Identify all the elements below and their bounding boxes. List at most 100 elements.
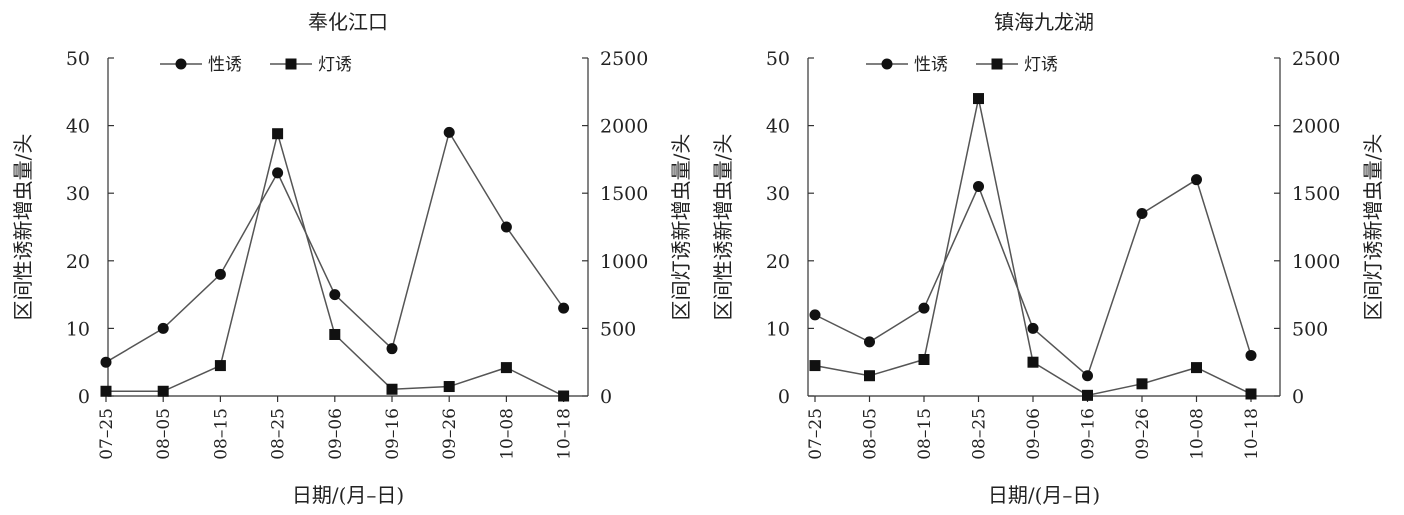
x-tick-label: 08–05 — [154, 408, 174, 460]
chart-title: 奉化江口 — [308, 10, 388, 34]
x-tick-label: 08–05 — [861, 408, 881, 460]
data-point-square — [973, 93, 984, 105]
data-point-circle — [443, 126, 455, 138]
right-tick-label: 500 — [600, 318, 636, 340]
data-point-circle — [973, 180, 984, 192]
left-tick-label: 10 — [766, 318, 790, 340]
x-tick-label: 10–18 — [1242, 408, 1262, 460]
data-point-circle — [386, 343, 398, 355]
right-tick-label: 1000 — [1292, 251, 1340, 273]
right-y-axis-label: 区间灯诱新增虫量/头 — [669, 134, 693, 321]
right-tick-label: 0 — [600, 386, 612, 408]
x-tick-label: 08–15 — [211, 408, 231, 460]
data-point-square — [443, 381, 455, 393]
x-tick-label: 08–25 — [269, 408, 289, 460]
x-tick-label: 07–25 — [806, 408, 826, 460]
right-tick-label: 500 — [1292, 318, 1328, 340]
left-tick-label: 20 — [66, 251, 90, 273]
right-tick-label: 0 — [1292, 386, 1304, 408]
x-tick-label: 08–15 — [915, 408, 935, 460]
right-tick-label: 1000 — [600, 251, 648, 273]
data-point-square — [272, 128, 284, 140]
series-line-light — [814, 98, 1252, 397]
x-tick-label: 09–16 — [1079, 408, 1099, 460]
data-point-square — [157, 385, 169, 397]
data-point-circle — [329, 289, 341, 301]
right-tick-label: 2500 — [1292, 48, 1340, 70]
data-point-circle — [157, 322, 169, 334]
x-tick-label: 09–26 — [440, 408, 460, 460]
left-tick-label: 50 — [766, 48, 790, 70]
left-tick-label: 30 — [766, 183, 790, 205]
data-point-circle — [809, 309, 821, 321]
data-point-circle — [100, 356, 112, 368]
right-tick-label: 2500 — [600, 48, 648, 70]
x-tick-label: 07–25 — [97, 408, 117, 460]
data-point-circle — [864, 336, 875, 348]
chart-title: 镇海九龙湖 — [994, 10, 1094, 34]
legend-marker-circle — [175, 58, 187, 70]
data-point-circle — [1027, 322, 1039, 334]
left-y-axis-label: 区间性诱新增虫量/头 — [711, 134, 735, 321]
data-point-square — [1136, 378, 1148, 390]
legend-label: 灯诱 — [318, 55, 352, 75]
left-tick-label: 20 — [766, 251, 790, 273]
x-tick-label: 10–08 — [497, 408, 517, 460]
left-tick-label: 30 — [66, 183, 90, 205]
x-tick-label: 09–16 — [383, 408, 403, 460]
data-point-square — [918, 353, 930, 365]
data-point-circle — [1245, 349, 1257, 361]
legend-marker-circle — [881, 58, 893, 70]
x-axis-label: 日期/(月–日) — [988, 483, 1100, 507]
data-point-square — [1082, 389, 1093, 401]
left-y-axis-label: 区间性诱新增虫量/头 — [11, 134, 35, 321]
x-tick-label: 10–08 — [1188, 408, 1208, 460]
x-tick-label: 09–26 — [1133, 408, 1153, 460]
data-point-square — [214, 360, 226, 372]
x-axis-label: 日期/(月–日) — [292, 483, 404, 507]
data-point-square — [558, 390, 570, 402]
left-tick-label: 0 — [78, 386, 90, 408]
data-point-square — [500, 362, 512, 374]
x-tick-label: 08–25 — [970, 408, 990, 460]
data-point-circle — [558, 302, 570, 314]
legend-label: 性诱 — [914, 55, 948, 75]
right-tick-label: 2000 — [600, 116, 648, 138]
x-tick-label: 10–18 — [555, 408, 575, 460]
legend-label: 性诱 — [208, 55, 242, 75]
x-tick-label: 09–06 — [326, 408, 346, 460]
left-tick-label: 40 — [766, 116, 790, 138]
x-tick-label: 09–06 — [1024, 408, 1044, 460]
data-point-square — [864, 370, 875, 382]
data-point-square — [1191, 362, 1202, 374]
data-point-circle — [1191, 174, 1202, 186]
data-point-square — [386, 383, 398, 395]
chart-panel-2: 镇海九龙湖010203040500500100015002000250007–2… — [711, 10, 1385, 507]
series-line-pheromone — [105, 130, 565, 363]
left-tick-label: 0 — [778, 386, 790, 408]
left-tick-label: 50 — [66, 48, 90, 70]
data-point-square — [1245, 388, 1257, 400]
right-tick-label: 1500 — [600, 183, 648, 205]
data-point-square — [1027, 356, 1039, 368]
data-point-circle — [918, 302, 930, 314]
data-point-square — [100, 385, 112, 397]
chart-panel-1: 奉化江口010203040500500100015002000250007–25… — [11, 10, 693, 507]
data-point-square — [809, 360, 821, 372]
legend-marker-square — [991, 58, 1003, 70]
left-tick-label: 40 — [66, 116, 90, 138]
data-point-circle — [272, 167, 284, 179]
right-y-axis-label: 区间灯诱新增虫量/头 — [1361, 134, 1385, 321]
legend-label: 灯诱 — [1024, 55, 1058, 75]
right-tick-label: 2000 — [1292, 116, 1340, 138]
legend-marker-square — [285, 58, 297, 70]
data-point-circle — [1136, 207, 1148, 219]
series-line-pheromone — [814, 178, 1252, 378]
series-line-light — [106, 130, 564, 397]
data-point-square — [329, 328, 341, 340]
data-point-circle — [1082, 370, 1093, 382]
right-tick-label: 1500 — [1292, 183, 1340, 205]
left-tick-label: 10 — [66, 318, 90, 340]
data-point-circle — [214, 268, 226, 280]
